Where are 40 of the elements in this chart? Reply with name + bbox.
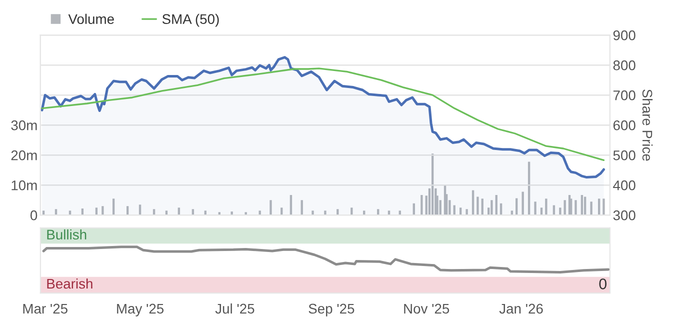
- legend-label: Volume: [68, 14, 114, 24]
- y-tick-label: 0: [30, 210, 38, 220]
- bar: [534, 202, 536, 216]
- bar: [522, 192, 524, 216]
- annotation: 0: [599, 278, 607, 290]
- y2-tick-label: 600: [613, 120, 636, 130]
- y-tick-label: 10m: [12, 180, 37, 190]
- y-tick-label: 30m: [11, 120, 37, 130]
- bar: [420, 194, 423, 216]
- bar: [102, 206, 104, 216]
- bar: [559, 208, 562, 216]
- bar: [312, 210, 314, 216]
- x-tick-label: Sep '25: [308, 304, 354, 316]
- x-tick-label: Jul '25: [215, 303, 254, 314]
- bar: [574, 200, 577, 216]
- bar: [590, 202, 592, 216]
- y2-tick-label: 700: [613, 90, 636, 100]
- bar: [602, 198, 605, 216]
- y2-tick-label: 300: [613, 210, 636, 220]
- x-tick-label: Jan '26: [499, 304, 543, 314]
- line-series: [41, 68, 605, 162]
- x-tick-label: Mar '25: [23, 304, 68, 314]
- y2-tick-label: 800: [613, 60, 636, 70]
- y2-tick-label: 500: [613, 150, 636, 160]
- y2-tick-label: 900: [613, 30, 636, 40]
- x-tick-label: Nov '25: [404, 304, 450, 314]
- bar: [466, 209, 468, 216]
- band-label: Bullish: [47, 229, 86, 240]
- bar: [476, 196, 479, 216]
- bar: [472, 190, 474, 216]
- legend-label: SMA (50): [162, 14, 219, 27]
- y2-tick-label: 400: [613, 180, 636, 190]
- y2-axis-title: Share Price: [642, 89, 653, 161]
- bar: [324, 210, 326, 216]
- y-tick-label: 20m: [11, 150, 37, 160]
- bar: [270, 200, 272, 216]
- band-label: Bearish: [47, 278, 92, 289]
- x-tick-label: May '25: [117, 304, 164, 316]
- bar: [545, 198, 548, 216]
- bar: [490, 200, 493, 216]
